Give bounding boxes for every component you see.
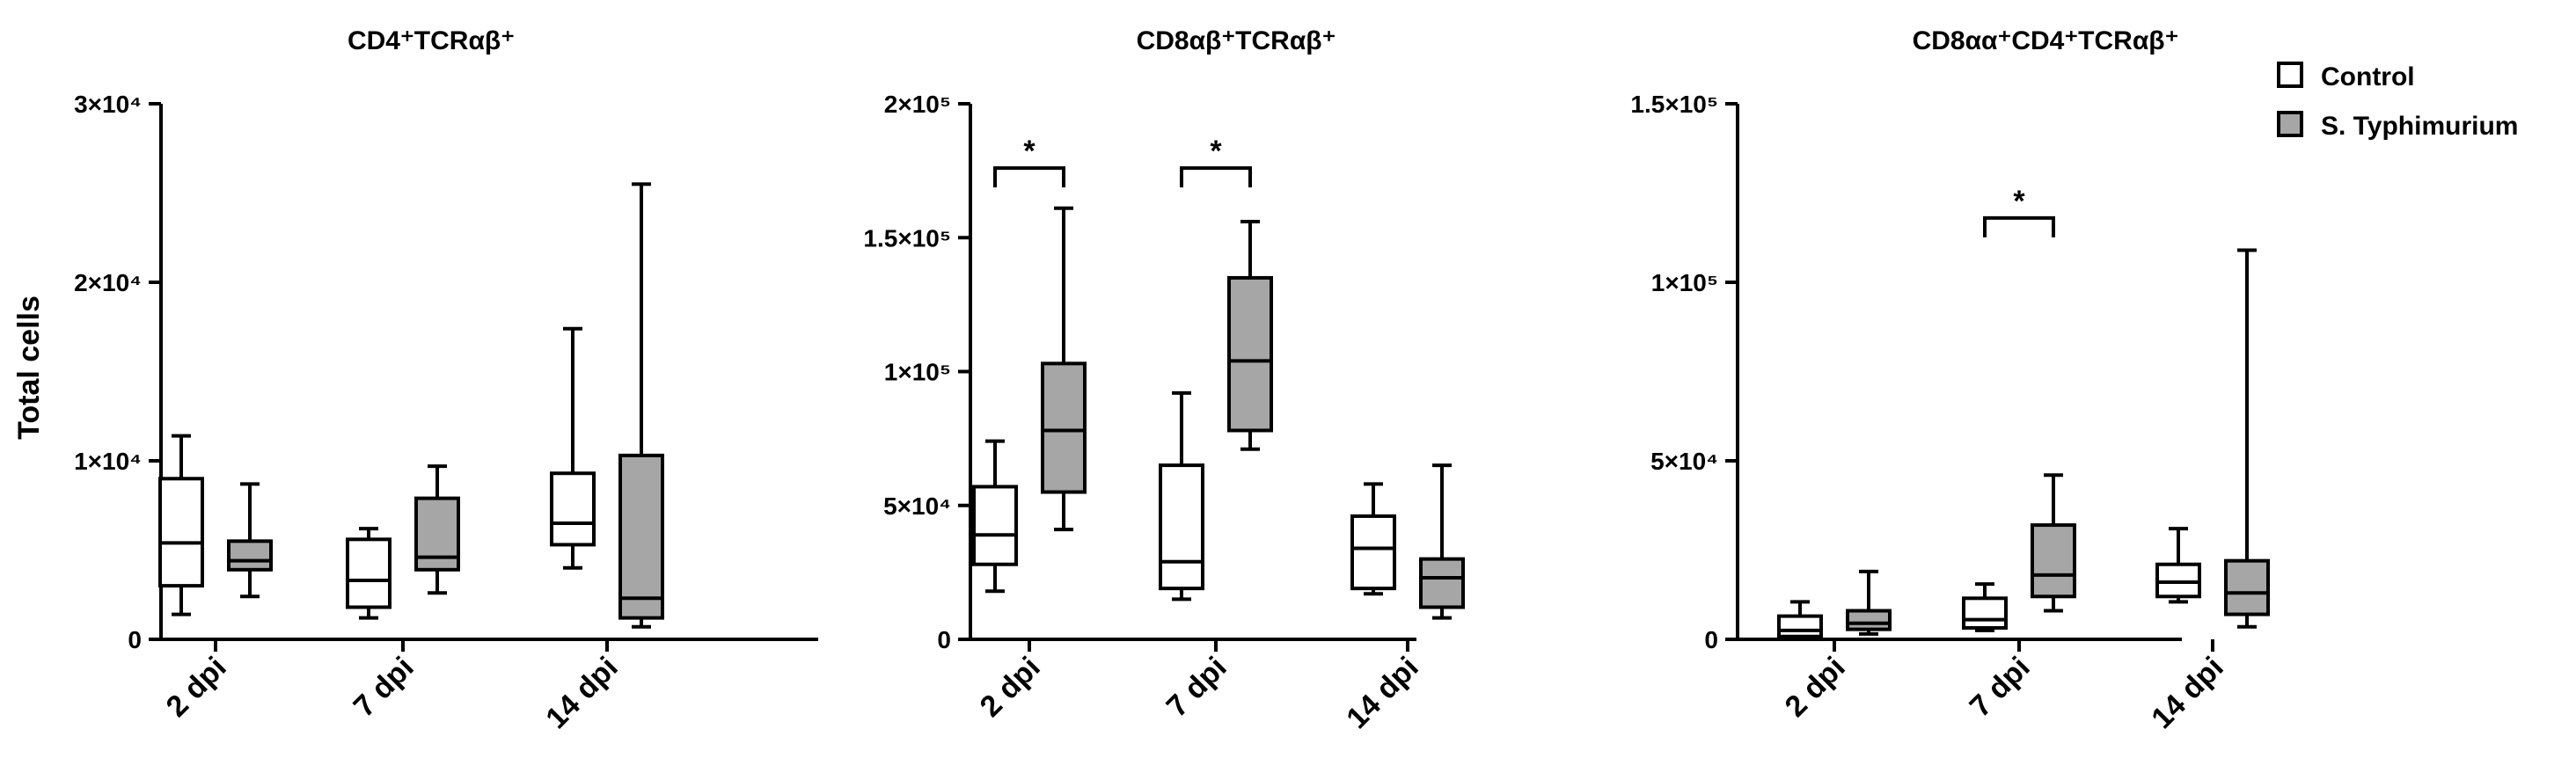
significance-bracket: * (1983, 185, 2055, 237)
iqr-box (227, 539, 273, 572)
box-plot-typhimurium (1227, 219, 1273, 451)
legend-swatch-control (2277, 62, 2303, 88)
bracket-line (1180, 166, 1252, 188)
x-tick-label: 14 dpi (1340, 651, 1424, 735)
x-tick-label: 7 dpi (1964, 651, 2037, 724)
legend: Control S. Typhimurium (2277, 62, 2518, 141)
box-plot-typhimurium (414, 464, 460, 595)
y-tick-label: 5×10⁴ (883, 492, 951, 520)
box-plot-control (550, 326, 596, 570)
x-tick-label: 7 dpi (348, 651, 421, 724)
x-tick-label: 2 dpi (160, 651, 233, 724)
y-tick-label: 1×10⁵ (884, 359, 951, 386)
bracket-line (993, 166, 1065, 188)
x-tick-label: 2 dpi (1779, 651, 1852, 724)
y-tick-label: 1×10⁵ (1651, 269, 1718, 296)
y-tick-label: 2×10⁴ (74, 269, 142, 296)
box-plot-control (1350, 482, 1396, 596)
iqr-box (1962, 596, 2008, 631)
y-axis-title: Total cells (12, 295, 46, 440)
iqr-box (1159, 463, 1204, 591)
box-plot-typhimurium (2224, 248, 2270, 629)
significance-star: * (1210, 135, 1222, 168)
legend-label: S. Typhimurium (2321, 112, 2518, 141)
x-tick-label: 14 dpi (2145, 651, 2229, 735)
iqr-box (1350, 514, 1396, 591)
chart-title: CD8αβ⁺TCRαβ⁺ (1137, 26, 1336, 55)
chart-panels: CD4⁺TCRαβ⁺ 0 1×10⁴ 2×10⁴ 3×10⁴ 2 dpi 7 dpi 14 d… (74, 26, 2270, 735)
box-plot-typhimurium (2031, 473, 2076, 613)
box-plot-control (1777, 600, 1823, 641)
chart-panel: CD4⁺TCRαβ⁺ 0 1×10⁴ 2×10⁴ 3×10⁴ 2 dpi 7 dpi 14 d… (74, 26, 818, 735)
iqr-box (414, 496, 460, 572)
x-tick-label: 7 dpi (1160, 651, 1233, 724)
box-plot-control (972, 439, 1018, 594)
y-tick-label: 5×10⁴ (1650, 448, 1718, 475)
y-tick-label: 0 (1704, 626, 1718, 653)
y-tick-label: 2×10⁵ (884, 91, 951, 118)
box-plot-control (2155, 527, 2201, 604)
box-plot-typhimurium (618, 182, 664, 629)
box-plot-control (158, 434, 204, 616)
y-tick-label: 1.5×10⁵ (1630, 91, 1718, 118)
iqr-box (1419, 557, 1465, 609)
legend-label: Control (2321, 62, 2415, 91)
box-plot-control (346, 527, 392, 620)
x-tick-label: 14 dpi (539, 651, 624, 735)
iqr-box (1227, 275, 1273, 433)
iqr-box (2224, 558, 2270, 616)
iqr-box (1041, 361, 1087, 494)
box-plot-typhimurium (1846, 569, 1892, 636)
significance-bracket: * (993, 135, 1065, 188)
box-plot-typhimurium (1419, 463, 1465, 620)
y-tick-label: 3×10⁴ (74, 91, 142, 118)
iqr-box (972, 485, 1018, 566)
y-tick-label: 0 (128, 626, 142, 653)
iqr-box (2155, 562, 2201, 599)
chart-panel: CD8αβ⁺TCRαβ⁺ 0 5×10⁴ 1×10⁵ 1.5×10⁵ 2×10⁵ 2 dpi… (863, 26, 1465, 735)
iqr-box (158, 477, 204, 588)
iqr-box (2031, 523, 2076, 599)
iqr-box (1777, 614, 1823, 638)
y-tick-label: 0 (937, 626, 951, 653)
iqr-box (550, 471, 596, 547)
y-tick-label: 1×10⁴ (74, 448, 142, 475)
iqr-box (346, 537, 392, 609)
iqr-box (618, 453, 664, 620)
chart-title: CD4⁺TCRαβ⁺ (348, 26, 515, 55)
bracket-line (1983, 215, 2055, 237)
significance-star: * (1023, 135, 1036, 168)
box-plot-typhimurium (227, 482, 273, 599)
significance-bracket: * (1180, 135, 1252, 188)
y-tick-label: 1.5×10⁵ (863, 224, 951, 252)
significance-star: * (2013, 185, 2025, 218)
box-plot-control (1962, 582, 2008, 632)
chart-title: CD8αα⁺CD4⁺TCRαβ⁺ (1913, 26, 2179, 55)
iqr-box (1846, 609, 1892, 631)
chart-panel: CD8αα⁺CD4⁺TCRαβ⁺ 0 5×10⁴ 1×10⁵ 1.5×10⁵ 2 dpi 7… (1630, 26, 2270, 735)
box-plot-control (1159, 390, 1204, 602)
x-tick-label: 2 dpi (974, 651, 1047, 724)
box-plot-typhimurium (1041, 206, 1087, 532)
legend-swatch-typhimurium (2277, 111, 2303, 137)
